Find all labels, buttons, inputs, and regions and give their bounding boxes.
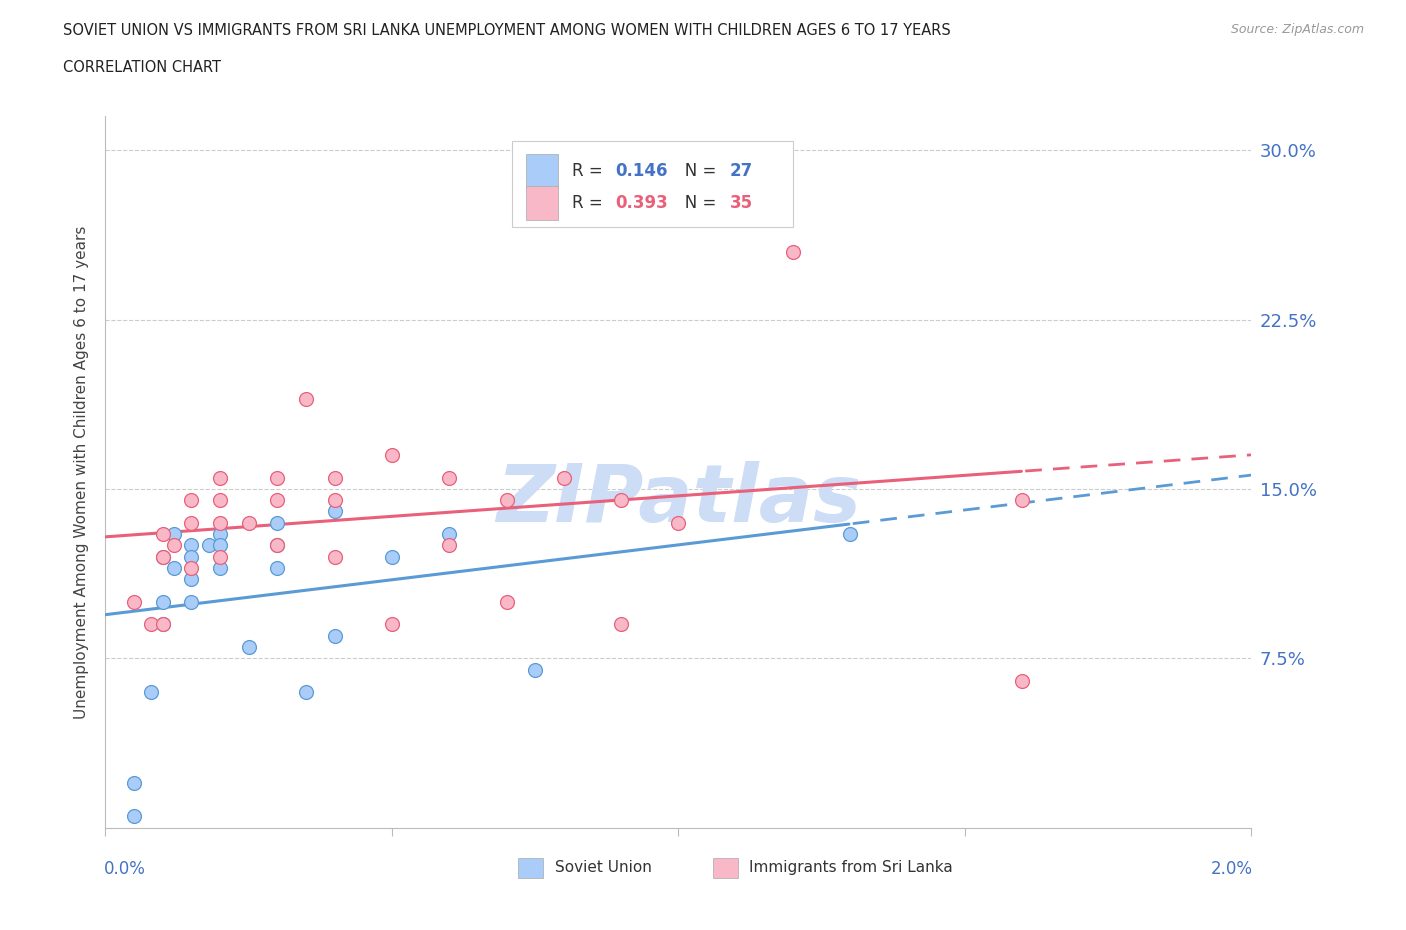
Point (323, 629, 346, 644)
Point (381, 447, 404, 462)
Point (180, 594, 202, 609)
Point (122, 594, 145, 609)
Point (381, 617, 404, 631)
Point (180, 550, 202, 565)
Point (610, 617, 633, 631)
Point (266, 561, 288, 576)
Point (581, 210, 603, 225)
Text: Soviet Union: Soviet Union (554, 860, 651, 875)
Text: R =: R = (572, 162, 607, 180)
Point (495, 493, 517, 508)
Point (266, 471, 288, 485)
Point (208, 538, 231, 552)
Point (208, 493, 231, 508)
Point (152, 594, 174, 609)
Text: ZIPatlas: ZIPatlas (496, 461, 860, 539)
Text: R =: R = (572, 193, 607, 212)
Point (208, 515, 231, 530)
FancyBboxPatch shape (713, 857, 738, 878)
Point (152, 550, 174, 565)
Point (238, 640, 260, 655)
Point (437, 538, 460, 552)
Point (266, 538, 288, 552)
Point (208, 550, 231, 565)
Point (323, 471, 346, 485)
Point (323, 504, 346, 519)
Point (295, 392, 318, 406)
FancyBboxPatch shape (517, 857, 543, 878)
Point (266, 515, 288, 530)
Point (666, 515, 689, 530)
Text: SOVIET UNION VS IMMIGRANTS FROM SRI LANKA UNEMPLOYMENT AMONG WOMEN WITH CHILDREN: SOVIET UNION VS IMMIGRANTS FROM SRI LANK… (63, 23, 950, 38)
Text: N =: N = (669, 193, 721, 212)
Point (323, 550, 346, 565)
FancyBboxPatch shape (526, 154, 558, 188)
Point (266, 538, 288, 552)
Point (152, 526, 174, 541)
Point (295, 684, 318, 699)
Point (122, 809, 145, 824)
Point (437, 526, 460, 541)
Point (238, 515, 260, 530)
Point (180, 572, 202, 587)
Point (266, 493, 288, 508)
Point (1011, 493, 1033, 508)
Point (180, 493, 202, 508)
Text: 27: 27 (730, 162, 754, 180)
Text: 0.393: 0.393 (616, 193, 668, 212)
Text: 0.0%: 0.0% (104, 859, 146, 878)
Point (180, 561, 202, 576)
Point (495, 594, 517, 609)
Text: 0.146: 0.146 (616, 162, 668, 180)
Point (163, 561, 186, 576)
Point (152, 617, 174, 631)
Point (208, 526, 231, 541)
Point (180, 538, 202, 552)
FancyBboxPatch shape (526, 186, 558, 219)
Point (180, 515, 202, 530)
Point (208, 561, 231, 576)
Point (141, 617, 163, 631)
FancyBboxPatch shape (512, 141, 793, 227)
Point (197, 538, 219, 552)
Point (122, 775, 145, 790)
Text: 35: 35 (730, 193, 754, 212)
Point (610, 493, 633, 508)
Text: Immigrants from Sri Lanka: Immigrants from Sri Lanka (749, 860, 953, 875)
Point (553, 471, 575, 485)
Point (323, 493, 346, 508)
Point (152, 617, 174, 631)
Point (381, 550, 404, 565)
Text: Source: ZipAtlas.com: Source: ZipAtlas.com (1230, 23, 1364, 36)
Point (524, 662, 547, 677)
Text: CORRELATION CHART: CORRELATION CHART (63, 60, 221, 75)
Point (782, 245, 804, 259)
Text: 2.0%: 2.0% (1211, 859, 1253, 878)
Point (1011, 673, 1033, 688)
Point (839, 526, 862, 541)
Point (152, 550, 174, 565)
Y-axis label: Unemployment Among Women with Children Ages 6 to 17 years: Unemployment Among Women with Children A… (75, 225, 90, 719)
Point (141, 684, 163, 699)
Text: N =: N = (669, 162, 721, 180)
Point (163, 538, 186, 552)
Point (208, 471, 231, 485)
Point (163, 526, 186, 541)
Point (437, 471, 460, 485)
